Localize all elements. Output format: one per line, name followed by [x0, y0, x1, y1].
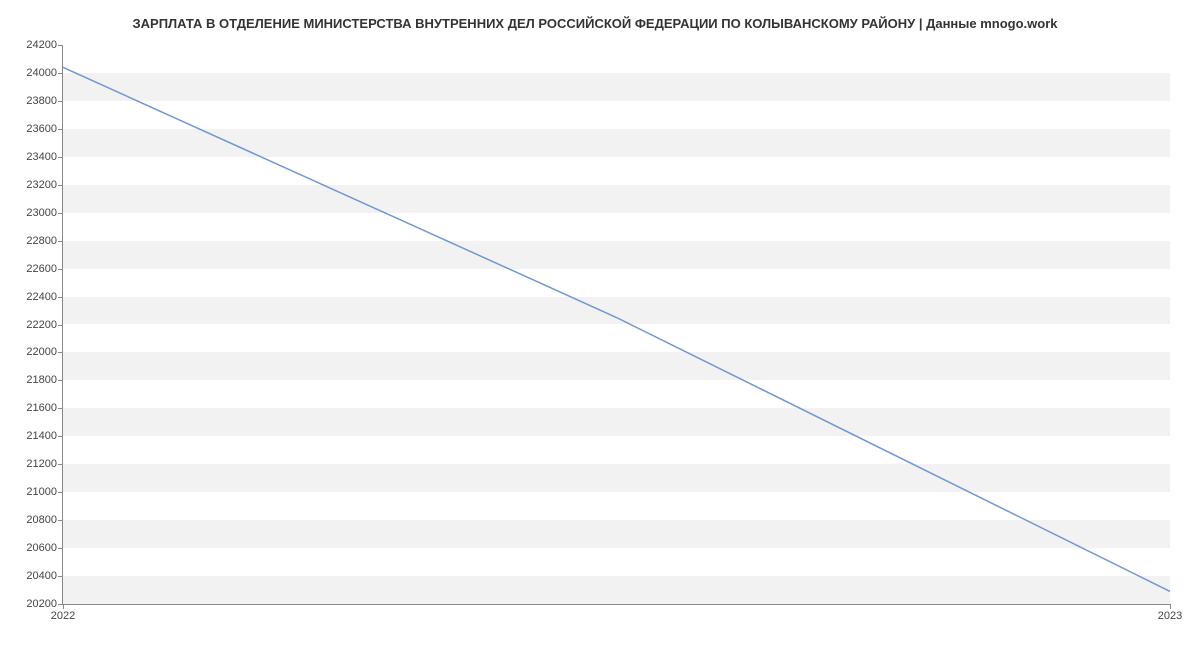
y-tick-mark: [58, 157, 63, 158]
y-tick-mark: [58, 213, 63, 214]
line-series: [63, 45, 1170, 604]
y-tick-mark: [58, 520, 63, 521]
plot-area: 2020020400206002080021000212002140021600…: [62, 45, 1170, 605]
y-tick-mark: [58, 548, 63, 549]
y-tick-mark: [58, 380, 63, 381]
y-tick-mark: [58, 436, 63, 437]
y-tick-mark: [58, 73, 63, 74]
y-tick-mark: [58, 45, 63, 46]
y-tick-mark: [58, 101, 63, 102]
series-salary: [63, 67, 1170, 591]
y-tick-mark: [58, 269, 63, 270]
y-tick-mark: [58, 185, 63, 186]
x-tick-mark: [1170, 604, 1171, 609]
y-tick-mark: [58, 297, 63, 298]
chart-container: ЗАРПЛАТА В ОТДЕЛЕНИЕ МИНИСТЕРСТВА ВНУТРЕ…: [0, 0, 1200, 650]
y-tick-mark: [58, 408, 63, 409]
y-tick-mark: [58, 464, 63, 465]
x-tick-mark: [63, 604, 64, 609]
y-tick-mark: [58, 325, 63, 326]
y-tick-mark: [58, 352, 63, 353]
y-tick-mark: [58, 241, 63, 242]
y-tick-mark: [58, 129, 63, 130]
y-tick-mark: [58, 576, 63, 577]
y-tick-mark: [58, 492, 63, 493]
chart-title: ЗАРПЛАТА В ОТДЕЛЕНИЕ МИНИСТЕРСТВА ВНУТРЕ…: [10, 10, 1180, 45]
